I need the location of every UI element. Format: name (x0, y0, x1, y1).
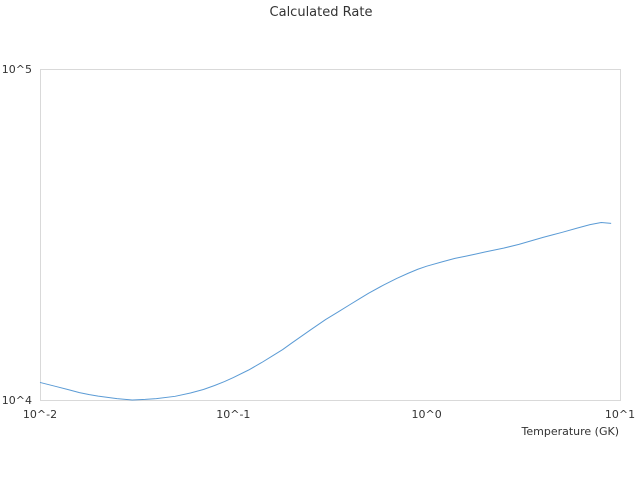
x-tick-label: 10^-2 (23, 408, 57, 421)
tick-labels: 10^-2 10^-1 10^0 10^1 10^4 10^5 (2, 63, 635, 421)
x-tick-label: 10^0 (412, 408, 442, 421)
y-tick-label: 10^5 (2, 63, 32, 76)
x-tick-label: 10^-1 (216, 408, 250, 421)
y-tick-label: 10^4 (2, 394, 32, 407)
series-group (39, 221, 612, 401)
chart-title: Calculated Rate (270, 5, 373, 20)
x-axis-label: Temperature (GK) (521, 425, 620, 438)
plot-area (40, 69, 621, 401)
series-line-0 (39, 221, 612, 401)
x-tick-label: 10^1 (605, 408, 635, 421)
